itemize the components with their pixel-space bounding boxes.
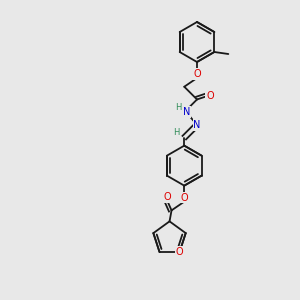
Text: H: H [175,103,182,112]
Text: O: O [181,193,188,202]
Text: O: O [164,192,171,203]
Text: N: N [183,107,190,117]
Text: O: O [206,92,214,101]
Text: N: N [193,120,201,130]
Text: H: H [173,128,179,137]
Text: O: O [193,69,201,79]
Text: O: O [176,247,183,257]
